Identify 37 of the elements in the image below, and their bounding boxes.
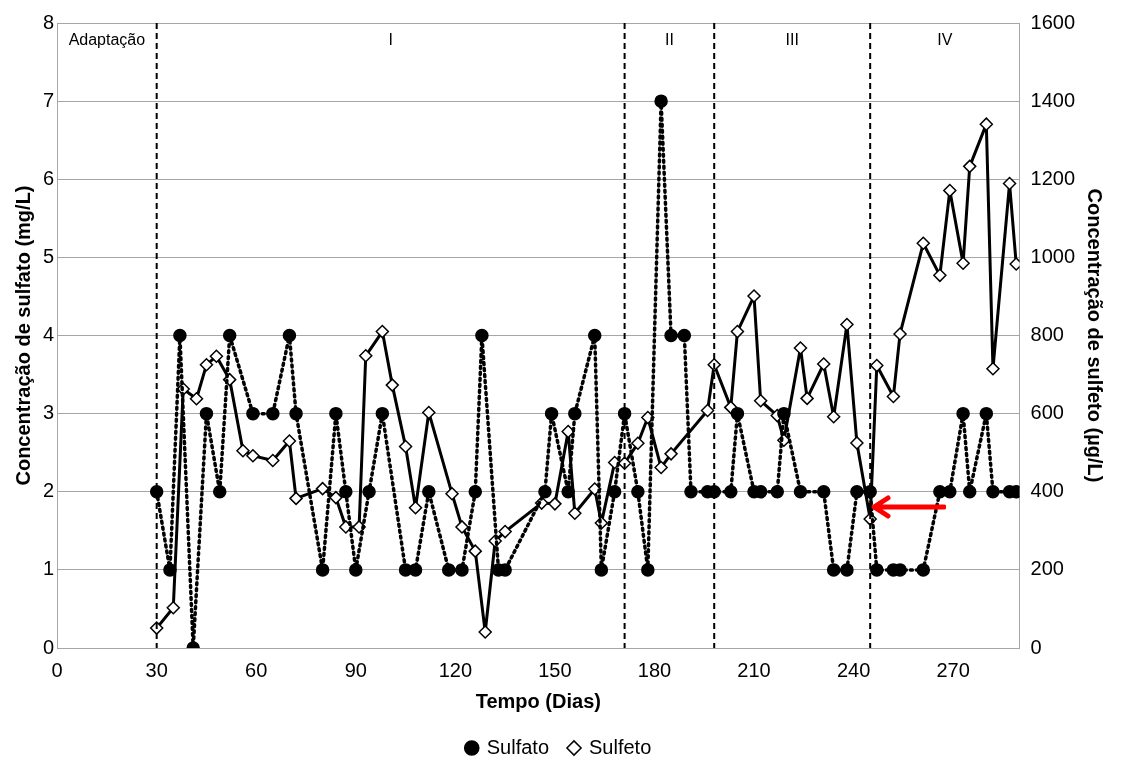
- y2-tick-label: 200: [1030, 557, 1064, 580]
- y-tick-label: 7: [43, 88, 55, 111]
- annotation: Adaptação: [68, 31, 146, 49]
- y-tick-label: 4: [43, 323, 55, 346]
- y2-axis-title: Concentração de sulfeto (µg/L): [1084, 188, 1107, 483]
- y-axis-title: Concentração de sulfato (mg/L): [11, 185, 34, 486]
- y-tick-label: 5: [43, 244, 55, 267]
- y2-tick-label: 1000: [1030, 244, 1076, 267]
- x-axis-title: Tempo (Dias): [475, 689, 601, 712]
- annotation: III: [785, 31, 799, 49]
- y2-tick-label: 1400: [1030, 88, 1076, 111]
- x-tick-label: 240: [836, 658, 871, 681]
- x-tick-label: 60: [245, 658, 268, 681]
- x-tick-label: 30: [145, 658, 168, 681]
- legend-label: Sulfeto: [589, 735, 652, 758]
- x-tick-label: 90: [344, 658, 367, 681]
- x-tick-label: 270: [936, 658, 970, 681]
- y-tick-label: 3: [43, 401, 55, 424]
- x-tick-label: 180: [637, 658, 672, 681]
- x-tick-label: 150: [538, 658, 572, 681]
- annotation: II: [664, 31, 674, 49]
- y2-tick-label: 800: [1030, 323, 1064, 346]
- x-tick-label: 210: [737, 658, 771, 681]
- y2-tick-label: 1200: [1030, 166, 1076, 189]
- annotation: I: [388, 31, 393, 49]
- y-tick-label: 6: [43, 166, 55, 189]
- y2-tick-label: 0: [1030, 635, 1042, 658]
- y2-tick-label: 400: [1030, 479, 1064, 502]
- y2-tick-label: 600: [1030, 401, 1064, 424]
- y2-tick-label: 1600: [1030, 10, 1076, 33]
- y-tick-label: 8: [43, 10, 55, 33]
- y-tick-label: 2: [43, 479, 55, 502]
- y-tick-label: 0: [43, 635, 55, 658]
- y-tick-label: 1: [43, 557, 55, 580]
- x-tick-label: 120: [438, 658, 473, 681]
- annotation: IV: [937, 31, 953, 49]
- legend-label: Sulfato: [486, 735, 549, 758]
